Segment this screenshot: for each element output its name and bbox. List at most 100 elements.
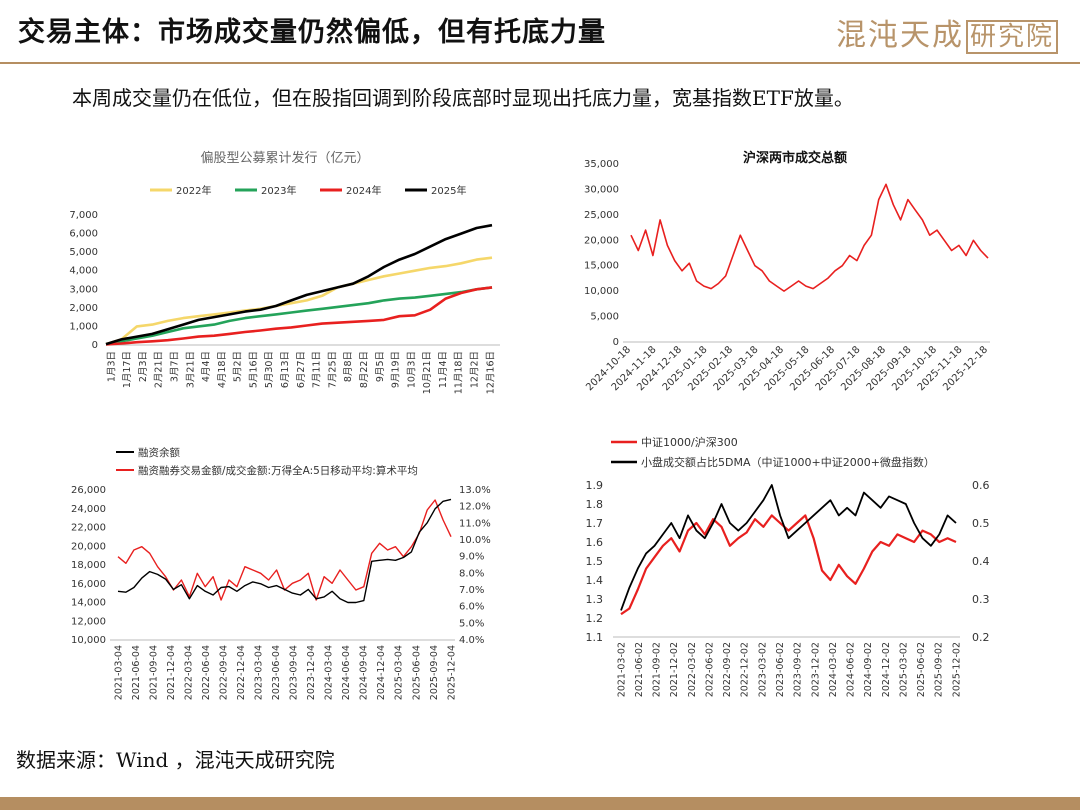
x-tick-label: 2022-06-04 <box>201 645 212 700</box>
y-left-tick-label: 1.6 <box>586 536 604 549</box>
y-right-tick-label: 11.0% <box>459 518 491 529</box>
x-tick-label: 2021-12-02 <box>669 642 680 697</box>
x-tick-label: 2022-12-04 <box>236 645 247 700</box>
y-tick-label: 0 <box>92 340 98 351</box>
legend-label: 2024年 <box>346 184 381 197</box>
legend-label: 2022年 <box>176 184 211 197</box>
x-tick-label: 9月19日 <box>391 351 402 388</box>
x-tick-label: 2月3日 <box>138 351 149 382</box>
x-tick-label: 12月16日 <box>485 351 496 394</box>
chart1-title: 偏股型公募累计发行（亿元） <box>200 150 369 166</box>
x-tick-label: 4月18日 <box>217 351 228 388</box>
x-tick-label: 3月21日 <box>185 351 196 388</box>
x-tick-label: 2023-06-04 <box>271 645 282 700</box>
y-right-tick-label: 12.0% <box>459 502 491 513</box>
y-right-tick-label: 0.6 <box>972 479 990 492</box>
y-left-tick-label: 1.9 <box>586 479 604 492</box>
y-right-tick-label: 4.0% <box>459 635 484 646</box>
x-tick-label: 11月4日 <box>438 351 449 388</box>
y-tick-label: 35,000 <box>584 159 619 170</box>
x-tick-label: 2024-09-04 <box>359 645 370 700</box>
x-tick-label: 10月3日 <box>406 351 417 388</box>
y-right-tick-label: 0.2 <box>972 631 990 644</box>
legend-label: 2025年 <box>431 184 466 197</box>
x-tick-label: 2023-12-04 <box>306 645 317 700</box>
x-tick-label: 2025-09-02 <box>934 642 945 697</box>
x-tick-label: 2021-03-02 <box>616 642 627 697</box>
x-tick-label: 2023-09-04 <box>289 645 300 700</box>
y-tick-label: 7,000 <box>69 210 98 221</box>
y-right-tick-label: 8.0% <box>459 568 484 579</box>
y-right-tick-label: 6.0% <box>459 602 484 613</box>
y-tick-label: 30,000 <box>584 184 619 195</box>
x-tick-label: 8月8日 <box>343 351 354 382</box>
series-line-2024年 <box>105 286 493 346</box>
x-tick-label: 1月17日 <box>122 351 133 388</box>
x-tick-label: 2024-06-02 <box>846 642 857 697</box>
x-tick-label: 2021-06-04 <box>131 645 142 700</box>
y-tick-label: 2,000 <box>69 303 98 314</box>
y-right-tick-label: 13.0% <box>459 485 491 496</box>
y-left-tick-label: 12,000 <box>71 616 106 627</box>
x-tick-label: 6月13日 <box>280 351 291 388</box>
x-tick-label: 2021-03-04 <box>113 645 124 700</box>
x-tick-label: 7月11日 <box>312 351 323 388</box>
x-tick-label: 2025-03-02 <box>898 642 909 697</box>
x-tick-label: 2025-12-02 <box>951 642 962 697</box>
y-left-tick-label: 1.1 <box>586 631 604 644</box>
series-line-2025年 <box>105 223 493 346</box>
x-tick-label: 2024-03-02 <box>828 642 839 697</box>
x-tick-label: 3月7日 <box>169 351 180 382</box>
x-tick-label: 5月16日 <box>248 351 259 388</box>
x-tick-label: 2024-12-02 <box>881 642 892 697</box>
y-left-tick-label: 22,000 <box>71 523 106 534</box>
x-tick-label: 2022-03-02 <box>687 642 698 697</box>
x-tick-label: 2021-09-04 <box>148 645 159 700</box>
x-tick-label: 7月25日 <box>327 351 338 388</box>
x-tick-label: 2025-03-04 <box>394 645 405 700</box>
x-tick-label: 2025-06-02 <box>916 642 927 697</box>
y-left-tick-label: 1.8 <box>586 498 604 511</box>
series-line-2023年 <box>105 286 493 346</box>
y-right-tick-label: 10.0% <box>459 535 491 546</box>
y-tick-label: 10,000 <box>584 286 619 297</box>
x-tick-label: 2025-09-04 <box>429 645 440 700</box>
x-tick-label: 5月30日 <box>264 351 275 388</box>
logo-boxed-text: 研究院 <box>965 20 1058 54</box>
y-left-tick-label: 24,000 <box>71 504 106 515</box>
series-line-smallcap-share <box>620 484 957 611</box>
x-tick-label: 2023-12-02 <box>810 642 821 697</box>
x-tick-label: 12月2日 <box>470 351 481 388</box>
chart2-title: 沪深两市成交总额 <box>743 150 847 166</box>
y-right-tick-label: 9.0% <box>459 552 484 563</box>
x-tick-label: 4月4日 <box>201 351 212 382</box>
legend-label: 融资融券交易金额/成交金额:万得全A:5日移动平均:算术平均 <box>138 464 418 477</box>
x-tick-label: 2024-09-02 <box>863 642 874 697</box>
chart-fund-issuance: 偏股型公募累计发行（亿元） 2022年 2023年 2024年 2025年 0 1,000 2… <box>69 150 500 394</box>
series-line-turnover <box>630 183 989 292</box>
x-tick-label: 2022-09-04 <box>218 645 229 700</box>
legend-label: 2023年 <box>261 184 296 197</box>
y-left-tick-label: 1.5 <box>586 555 604 568</box>
x-tick-label: 2021-09-02 <box>652 642 663 697</box>
header: 交易主体：市场成交量仍然偏低，但有托底力量 混沌天成 研究院 <box>0 0 1080 62</box>
x-tick-label: 2024-03-04 <box>324 645 335 700</box>
chart-smallcap-ratio: 中证1000/沪深300 小盘成交额占比5DMA（中证1000+中证2000+微盘… <box>586 435 990 697</box>
x-tick-label: 2023-09-02 <box>793 642 804 697</box>
x-tick-label: 2022-09-02 <box>722 642 733 697</box>
y-left-tick-label: 20,000 <box>71 541 106 552</box>
y-left-tick-label: 16,000 <box>71 579 106 590</box>
x-tick-label: 2025-06-04 <box>411 645 422 700</box>
x-tick-label: 9月5日 <box>375 351 386 382</box>
footer-bar <box>0 797 1080 810</box>
y-tick-label: 5,000 <box>69 247 98 258</box>
x-tick-label: 11月18日 <box>454 351 465 394</box>
series-line-2022年 <box>105 256 493 346</box>
y-tick-label: 4,000 <box>69 266 98 277</box>
y-left-tick-label: 26,000 <box>71 485 106 496</box>
x-tick-label: 2021-06-02 <box>634 642 645 697</box>
x-tick-label: 2023-03-04 <box>254 645 265 700</box>
page-title: 交易主体：市场成交量仍然偏低，但有托底力量 <box>18 17 606 48</box>
series-line-csi1000-hs300 <box>620 514 957 616</box>
y-tick-label: 0 <box>613 337 619 348</box>
